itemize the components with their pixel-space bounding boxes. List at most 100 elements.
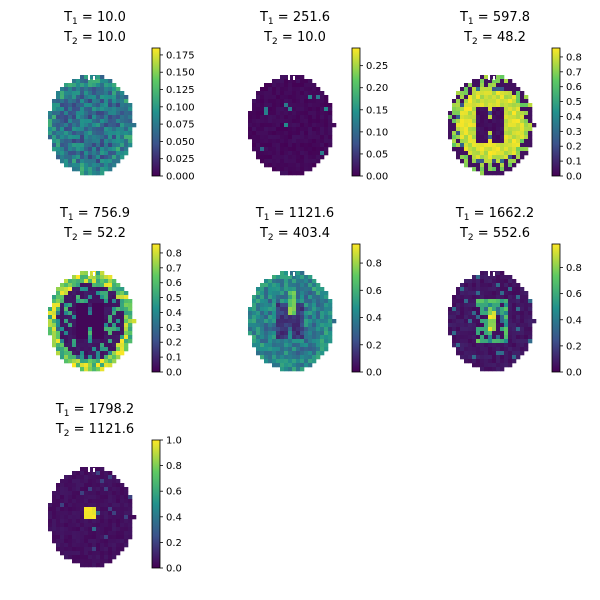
colorbar-tick-label: 0.000 [166,172,195,183]
t1-subscript: 1 [67,213,74,223]
t1-value: = 1798.2 [69,402,135,417]
colorbar-tick-label: 0.0 [566,172,582,183]
panel-title: T1 = 597.8 T2 = 48.2 [400,10,590,50]
brain-image [248,75,337,176]
brain-image [48,271,137,372]
colorbar-tick-label: 0.8 [566,52,582,63]
brain-map: 0.00 0.05 0.10 0.15 0.20 0.25 [248,47,388,183]
colorbar-tick-label: 0.075 [166,120,195,131]
panel-title: T1 = 1662.2 T2 = 552.6 [400,206,590,246]
colorbar-tick-label: 0.2 [366,340,382,351]
t2-symbol: T [55,422,64,437]
t1-value: = 1121.6 [269,206,335,221]
t1-value: = 756.9 [73,206,131,221]
t2-subscript: 2 [72,37,78,47]
t2-symbol: T [259,226,268,241]
t1-symbol: T [55,402,64,417]
colorbar [351,243,361,373]
t2-symbol: T [264,30,273,45]
colorbar-tick-label: 0.050 [166,137,195,148]
colorbar-tick-label: 0.6 [566,289,582,300]
colorbar-tick-label: 0.20 [366,83,388,94]
colorbar-tick-label: 0.4 [566,315,582,326]
t2-symbol: T [464,30,473,45]
colorbar-tick-label: 0.3 [166,323,182,334]
t1-value: = 1662.2 [469,206,535,221]
colorbar-tick-label: 0.2 [566,341,582,352]
colorbar-tick-label: 0.025 [166,154,195,165]
t1-subscript: 1 [267,17,274,27]
brain-image [48,467,137,568]
t1-subscript: 1 [72,17,78,27]
colorbar-tick-label: 0.6 [366,286,382,297]
t2-value: = 10.0 [77,30,126,45]
t1-symbol: T [459,10,468,25]
t1-value: = 251.6 [273,10,331,25]
t2-subscript: 2 [267,233,274,243]
t1-symbol: T [455,206,464,221]
t1-symbol: T [64,10,73,25]
colorbar-tick-label: 0.25 [366,61,388,72]
t1-subscript: 1 [263,213,270,223]
panel-7: T1 = 1798.2 T2 = 1121.6 0.0 0.2 0.4 0.6 0.8 1… [0,400,200,596]
brain-image [48,75,137,176]
brain-map: 0.000 0.025 0.050 0.075 0.100 0.125 0.150 0.175 [48,47,195,183]
colorbar-tick-label: 0.05 [366,149,388,160]
colorbar-tick-label: 0.100 [166,102,195,113]
colorbar-tick-label: 0.7 [566,67,582,78]
colorbar-tick-label: 1.0 [166,436,182,447]
t1-value: = 10.0 [77,10,126,25]
colorbar [151,243,161,373]
t2-symbol: T [64,30,73,45]
t1-symbol: T [59,206,68,221]
colorbar-tick-label: 0.1 [166,353,182,364]
colorbar-tick-label: 0.00 [366,172,388,183]
colorbar-tick-label: 0.4 [366,313,382,324]
t2-value: = 48.2 [477,30,526,45]
colorbar-tick-label: 0.6 [166,278,182,289]
t2-value: = 552.6 [473,226,531,241]
colorbar-tick-label: 0.2 [566,142,582,153]
colorbar-tick-label: 0.6 [566,82,582,93]
brain-map: 0.0 0.2 0.4 0.6 0.8 [248,243,382,379]
t1-symbol: T [255,206,264,221]
colorbar-tick-label: 0.8 [566,263,582,274]
colorbar-tick-label: 0.8 [166,461,182,472]
t2-symbol: T [459,226,468,241]
t2-value: = 1121.6 [69,422,135,437]
t1-value: = 597.8 [473,10,531,25]
colorbar-tick-label: 0.6 [166,487,182,498]
colorbar-tick-label: 0.2 [166,538,182,549]
t1-subscript: 1 [467,17,474,27]
colorbar-tick-label: 0.1 [566,157,582,168]
colorbar-tick-label: 0.15 [366,105,388,116]
panel-title: T1 = 10.0 T2 = 10.0 [0,10,190,50]
colorbar-tick-label: 0.4 [166,308,182,319]
colorbar-tick-label: 0.8 [166,248,182,259]
t2-symbol: T [64,226,73,241]
brain-map: 0.0 0.1 0.2 0.3 0.4 0.5 0.6 0.7 0.8 [448,47,582,183]
panel-1: T1 = 10.0 T2 = 10.0 0.000 0.025 0.050 0.075… [0,8,200,204]
panel-title: T1 = 1121.6 T2 = 403.4 [200,206,390,246]
brain-map: 0.0 0.2 0.4 0.6 0.8 1.0 [48,436,182,575]
panel-3: T1 = 597.8 T2 = 48.2 0.0 0.1 0.2 0.3 0.4 0.5 0… [400,8,600,204]
t1-subscript: 1 [463,213,470,223]
t2-subscript: 2 [63,429,70,439]
colorbar [551,47,561,177]
t2-subscript: 2 [467,233,474,243]
brain-map: 0.0 0.1 0.2 0.3 0.4 0.5 0.6 0.7 0.8 [48,243,182,379]
panel-title: T1 = 251.6 T2 = 10.0 [200,10,390,50]
colorbar-tick-label: 0.7 [166,263,182,274]
colorbar-tick-label: 0.0 [366,368,382,379]
panel-5: T1 = 1121.6 T2 = 403.4 0.0 0.2 0.4 0.6 0.8 [200,204,400,400]
panel-6: T1 = 1662.2 T2 = 552.6 0.0 0.2 0.4 0.6 0.8 [400,204,600,400]
colorbar-tick-label: 0.150 [166,68,195,79]
t2-subscript: 2 [272,37,278,47]
brain-image [448,271,537,372]
t2-value: = 403.4 [273,226,331,241]
colorbar-tick-label: 0.0 [166,564,182,575]
colorbar-tick-label: 0.5 [566,97,582,108]
colorbar-tick-label: 0.0 [166,368,182,379]
panel-4: T1 = 756.9 T2 = 52.2 0.0 0.1 0.2 0.3 0.4 0.5 0… [0,204,200,400]
